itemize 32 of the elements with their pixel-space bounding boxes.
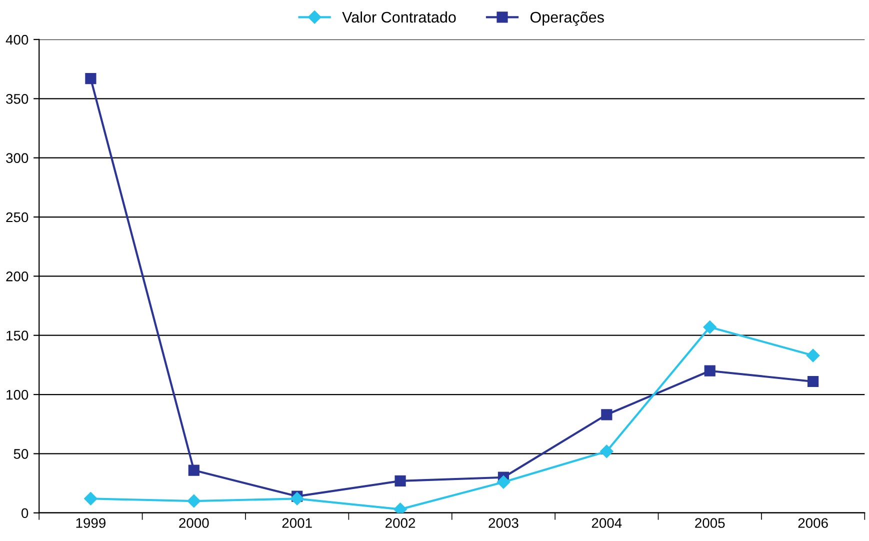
point (187, 494, 200, 508)
x-tick-label: 1999 (76, 518, 106, 528)
point (394, 475, 406, 486)
x-tick-label: 2002 (386, 518, 416, 528)
x-tick-label: 2001 (282, 518, 312, 528)
point (188, 464, 200, 476)
x-tick-label: 2005 (695, 518, 725, 528)
point (806, 348, 820, 362)
point (496, 476, 510, 489)
point (84, 492, 98, 506)
y-tick-label: 100 (6, 390, 28, 400)
point (290, 492, 304, 506)
y-tick-label: 150 (6, 330, 28, 341)
y-tick-label: 250 (6, 212, 28, 222)
point (703, 320, 716, 334)
y-tick-label: 350 (6, 94, 28, 104)
point (85, 72, 96, 84)
legend-label: Operações (530, 12, 604, 26)
point (808, 376, 819, 388)
x-tick-label: 2006 (798, 518, 828, 528)
x-tick-label: 2003 (488, 518, 518, 528)
y-tick-label: 0 (22, 508, 28, 518)
legend-label: Valor Contratado (342, 11, 456, 23)
point (600, 444, 614, 458)
y-tick-label: 400 (6, 34, 28, 45)
y-tick-label: 200 (6, 272, 28, 282)
x-tick-label: 2004 (592, 518, 622, 528)
point (704, 365, 716, 376)
y-tick-label: 50 (14, 449, 28, 459)
y-tick-label: 300 (6, 153, 28, 164)
x-tick-label: 2000 (179, 518, 209, 528)
point (601, 409, 612, 420)
